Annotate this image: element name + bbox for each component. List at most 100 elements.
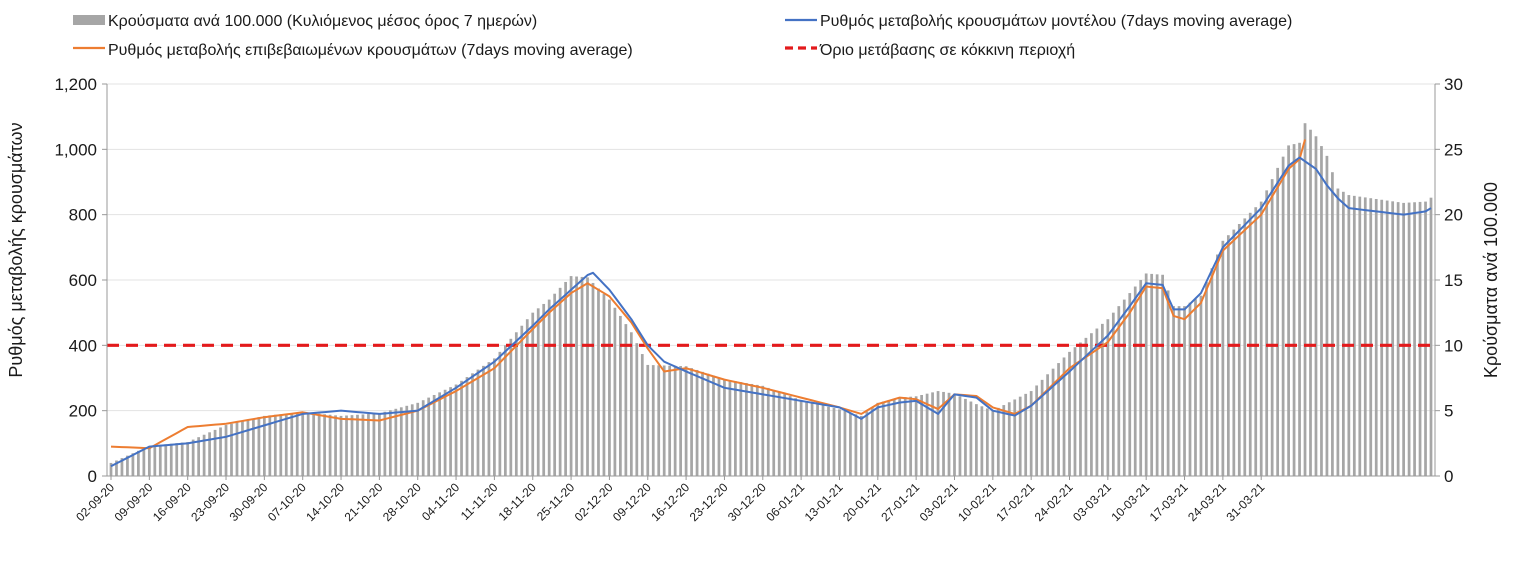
bar — [1298, 142, 1301, 477]
y-left-tick-label: 1,200 — [54, 75, 97, 94]
y-right-tick-label: 30 — [1444, 75, 1463, 94]
bar — [1024, 393, 1028, 476]
bar — [898, 397, 902, 476]
bar — [761, 385, 765, 476]
bar — [1237, 224, 1241, 476]
bar — [503, 345, 507, 476]
bar — [591, 282, 595, 476]
bar — [640, 354, 644, 476]
y-right-tick-label: 20 — [1444, 206, 1463, 225]
bar — [399, 407, 403, 476]
bar — [383, 411, 387, 476]
bar — [115, 460, 118, 476]
bar — [1276, 167, 1280, 476]
bar — [755, 384, 759, 476]
bar — [1352, 195, 1356, 477]
bar — [1210, 268, 1214, 476]
bar — [334, 415, 337, 476]
y-left-axis-title: Ρυθμός μεταβολής κρουσμάτων — [6, 122, 26, 377]
bar — [991, 410, 995, 476]
bar — [378, 413, 381, 476]
bar — [241, 421, 244, 476]
bar — [1133, 286, 1137, 476]
bar — [849, 412, 852, 476]
bar — [1029, 391, 1033, 476]
legend-swatch-bars — [73, 15, 105, 25]
x-tick-label: 28-10-20 — [380, 480, 424, 524]
x-tick-label: 27-01-21 — [878, 480, 922, 524]
bar — [1259, 201, 1263, 476]
bar — [1380, 199, 1384, 476]
bar — [126, 455, 129, 476]
bar — [1363, 197, 1367, 476]
bar — [542, 303, 546, 476]
bar — [805, 401, 808, 476]
bar — [832, 408, 836, 476]
bar — [936, 391, 940, 476]
bar — [1172, 306, 1175, 476]
bar — [635, 343, 639, 476]
bar — [301, 411, 305, 476]
x-tick-label: 21-10-20 — [342, 480, 386, 524]
bar — [597, 288, 600, 476]
bar — [158, 444, 162, 476]
bar — [202, 434, 206, 476]
bar — [487, 362, 491, 476]
bar — [328, 414, 332, 476]
bar — [668, 365, 672, 476]
bar — [602, 294, 606, 476]
bar — [870, 407, 874, 476]
bar — [290, 413, 294, 476]
bar — [646, 364, 650, 476]
bar — [662, 365, 666, 476]
bar — [881, 401, 885, 476]
bar — [164, 444, 168, 476]
bar — [964, 398, 967, 476]
bar — [317, 413, 321, 476]
x-tick-label: 30-09-20 — [227, 480, 271, 524]
bar — [1303, 123, 1307, 476]
y-left-tick-label: 600 — [69, 271, 97, 290]
bar — [969, 401, 973, 476]
legend-item-threshold: Όριο μετάβασης σε κόκκινη περιοχή — [785, 42, 1075, 59]
bar — [498, 351, 502, 476]
bar — [914, 396, 918, 476]
bar — [608, 299, 611, 476]
bar — [1106, 319, 1110, 476]
bar — [1084, 337, 1088, 476]
bar — [1117, 306, 1121, 476]
bar — [816, 404, 819, 476]
x-tick-label: 07-10-20 — [265, 480, 309, 524]
bar — [1369, 198, 1373, 476]
bar — [175, 443, 179, 476]
bar — [1018, 396, 1022, 476]
bar — [766, 387, 770, 476]
bar — [284, 413, 288, 476]
bar — [1396, 202, 1400, 476]
bar — [876, 402, 880, 476]
x-tick-label: 10-03-21 — [1108, 480, 1152, 524]
bar — [1150, 273, 1154, 476]
x-tick-label: 24-03-21 — [1185, 480, 1229, 524]
x-tick-label: 23-09-20 — [188, 480, 232, 524]
bar — [985, 408, 989, 476]
bar — [421, 400, 425, 476]
bar — [1188, 302, 1192, 476]
legend: Κρούσματα ανά 100.000 (Κυλιόμενος μέσος … — [73, 13, 1292, 59]
bar — [903, 397, 907, 476]
x-tick-label: 24-02-21 — [1032, 480, 1076, 524]
bar — [531, 312, 535, 476]
bar — [449, 387, 452, 476]
bar — [1347, 195, 1351, 477]
x-tick-label: 25-11-20 — [534, 480, 577, 523]
bar — [739, 382, 743, 476]
bar — [1424, 201, 1427, 476]
x-tick-label: 02-09-20 — [73, 480, 117, 524]
bar — [1139, 280, 1143, 476]
bar — [438, 392, 441, 476]
x-tick-label: 09-12-20 — [610, 480, 654, 524]
bar — [1413, 202, 1416, 476]
bar — [514, 332, 518, 476]
bar — [1079, 342, 1082, 476]
